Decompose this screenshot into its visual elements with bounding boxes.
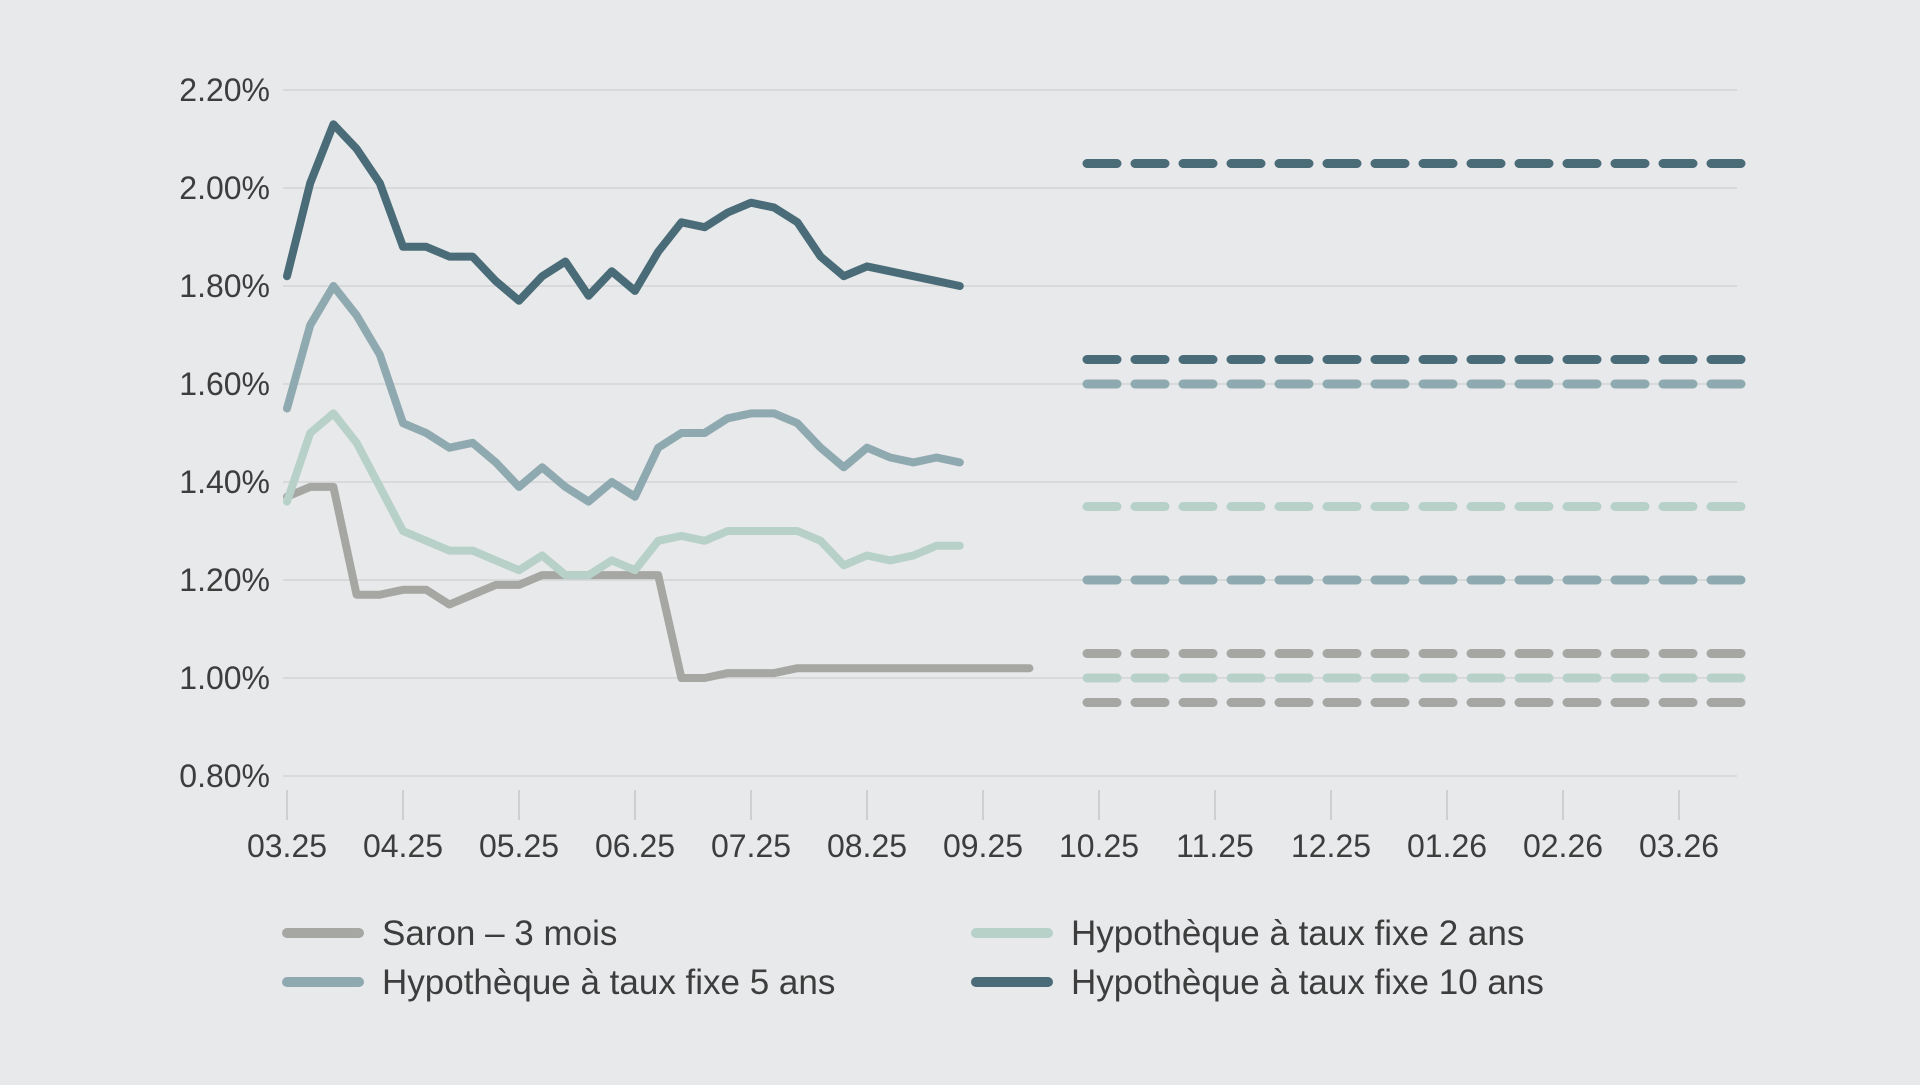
- series-line: [283, 120, 964, 305]
- y-tick-label: 1.20%: [179, 562, 270, 598]
- legend-label: Hypothèque à taux fixe 10 ans: [1071, 963, 1544, 1002]
- x-tick-label: 12.25: [1291, 828, 1371, 864]
- legend-item: Hypothèque à taux fixe 5 ans: [282, 963, 835, 1002]
- legend-label: Hypothèque à taux fixe 5 ans: [382, 963, 835, 1002]
- x-tick-label: 02.26: [1523, 828, 1603, 864]
- gridlines: [283, 89, 1737, 777]
- y-tick-label: 2.20%: [179, 72, 270, 108]
- series-line: [283, 482, 1034, 682]
- series-line: [283, 409, 964, 580]
- legend-label: Saron – 3 mois: [382, 914, 617, 953]
- axes: 0.80% 1.00% 1.20% 1.40% 1.60% 1.80% 2.00% 2.20%…: [179, 72, 1719, 864]
- series-line: [283, 282, 964, 506]
- x-tick-label: 04.25: [363, 828, 443, 864]
- x-tick-label: 10.25: [1059, 828, 1139, 864]
- x-tick-label: 07.25: [711, 828, 791, 864]
- x-tick-label: 05.25: [479, 828, 559, 864]
- y-tick-label: 1.40%: [179, 464, 270, 500]
- legend-item: Saron – 3 mois: [282, 914, 617, 953]
- legend-item: Hypothèque à taux fixe 10 ans: [971, 963, 1544, 1002]
- x-tick-label: 06.25: [595, 828, 675, 864]
- x-tick-label: 01.26: [1407, 828, 1487, 864]
- forecast-lines: [1082, 159, 1760, 707]
- x-tick-label: 08.25: [827, 828, 907, 864]
- y-tick-label: 1.00%: [179, 660, 270, 696]
- y-tick-label: 1.80%: [179, 268, 270, 304]
- legend-item: Hypothèque à taux fixe 2 ans: [971, 914, 1524, 953]
- legend: Saron – 3 mois Hypothèque à taux fixe 2 a…: [282, 914, 1544, 1002]
- x-tick-label: 03.26: [1639, 828, 1719, 864]
- y-tick-label: 1.60%: [179, 366, 270, 402]
- y-tick-label: 0.80%: [179, 758, 270, 794]
- y-tick-label: 2.00%: [179, 170, 270, 206]
- x-tick-label: 11.25: [1176, 828, 1254, 864]
- x-tick-label: 09.25: [943, 828, 1023, 864]
- series-lines: [283, 120, 1034, 682]
- legend-label: Hypothèque à taux fixe 2 ans: [1071, 914, 1524, 953]
- x-tick-label: 03.25: [247, 828, 327, 864]
